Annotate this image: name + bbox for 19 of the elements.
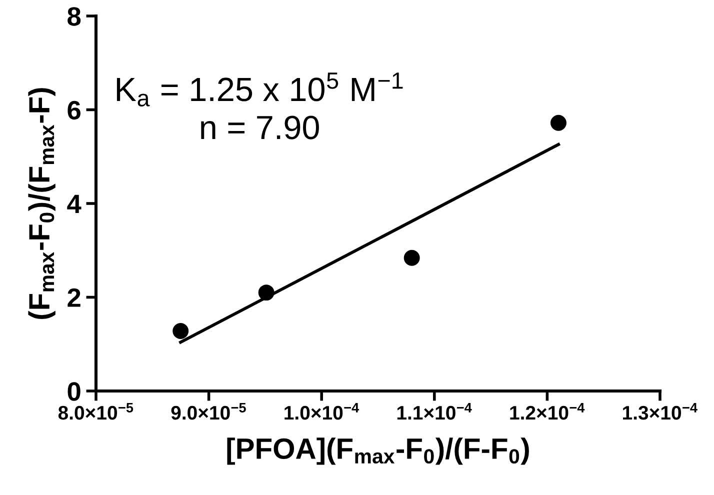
x-tick-label: 1.0×10$^{−4}$ (284, 402, 360, 420)
point (550, 114, 566, 131)
y-tick-label: 4 (67, 194, 82, 214)
annotation: K$_{a}$ = 1.25 x 10$^{5}$ M$^{−1}$ (116, 72, 403, 106)
y-tick-label: 0 (68, 382, 80, 401)
y-tick-label: 8 (68, 7, 81, 26)
y-axis-title: (F$_{max}$-F$_{0}$)/(F$_{max}$-F) (28, 88, 56, 320)
x-tick-label: 8.0×10$^{−5}$ (58, 402, 134, 420)
y-tick-label: 6 (68, 100, 80, 120)
x-tick-label: 1.3×10$^{−4}$ (623, 402, 698, 420)
x-axis-title: [PFOA](F$_{max}$-F$_{0}$)/(F-F$_{0}$) (227, 438, 529, 465)
x-tick-label: 1.1×10$^{−4}$ (397, 402, 472, 420)
x-tick-label: 1.2×10$^{−4}$ (510, 402, 585, 420)
point (172, 323, 189, 339)
y-tick-label: 2 (68, 288, 80, 307)
annotation: n = 7.90 (201, 116, 319, 140)
point (404, 250, 420, 266)
x-tick-label: 9.0×10$^{−5}$ (171, 402, 246, 420)
point (258, 284, 274, 301)
